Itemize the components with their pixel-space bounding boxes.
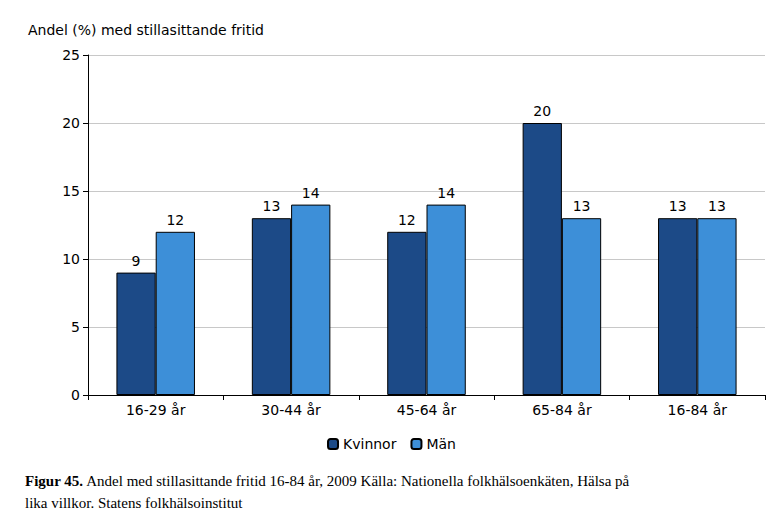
svg-text:25: 25	[62, 47, 80, 63]
svg-text:13: 13	[708, 198, 726, 214]
svg-text:Män: Män	[426, 436, 456, 452]
svg-text:13: 13	[263, 198, 281, 214]
svg-text:45-64 år: 45-64 år	[397, 402, 457, 418]
svg-text:30-44 år: 30-44 år	[261, 402, 321, 418]
svg-text:20: 20	[62, 115, 80, 131]
svg-text:16-29 år: 16-29 år	[126, 402, 186, 418]
svg-text:12: 12	[398, 212, 416, 228]
svg-text:Andel med stillasittande friti: Andel med stillasittande fritid 16-84 år…	[83, 473, 633, 489]
svg-text:0: 0	[71, 387, 80, 403]
svg-text:lika villkor. Statens folkhäls: lika villkor. Statens folkhälsoinstitut	[25, 495, 243, 511]
svg-text:13: 13	[573, 198, 591, 214]
svg-text:Andel (%) med stillasittande f: Andel (%) med stillasittande fritid	[28, 22, 264, 38]
svg-text:65-84 år: 65-84 år	[532, 402, 592, 418]
svg-text:14: 14	[437, 185, 455, 201]
svg-text:12: 12	[166, 212, 184, 228]
svg-text:20: 20	[533, 103, 551, 119]
svg-text:14: 14	[302, 185, 320, 201]
svg-text:13: 13	[669, 198, 687, 214]
svg-text:5: 5	[71, 319, 80, 335]
svg-text:16-84 år: 16-84 år	[668, 402, 728, 418]
svg-text:15: 15	[62, 183, 80, 199]
svg-text:10: 10	[62, 251, 80, 267]
svg-text:Kvinnor: Kvinnor	[343, 436, 397, 452]
svg-text:Figur 45.: Figur 45.	[25, 473, 83, 489]
svg-text:9: 9	[132, 253, 141, 269]
